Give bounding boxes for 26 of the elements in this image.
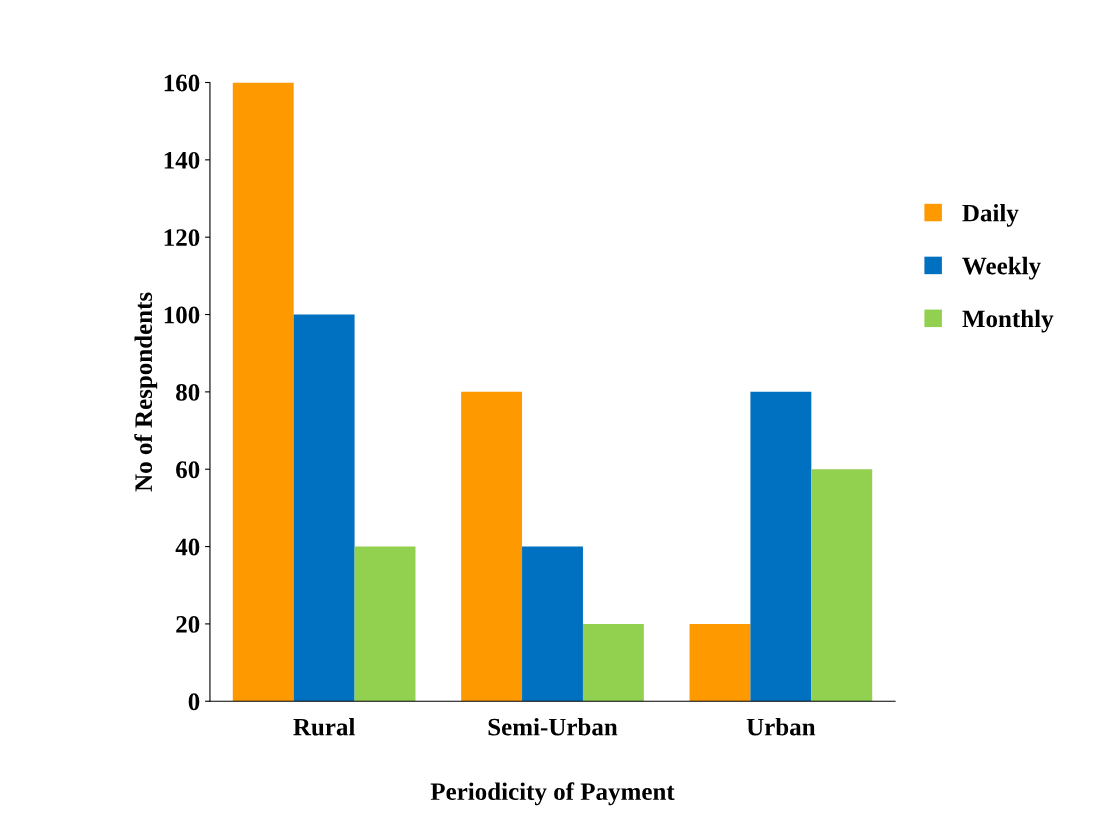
y-tick-label: 100 bbox=[164, 306, 200, 324]
x-tick-label: Rural bbox=[293, 717, 355, 736]
y-tick-label: 40 bbox=[175, 538, 200, 556]
y-tick-label: 140 bbox=[164, 151, 200, 169]
bar bbox=[522, 546, 583, 702]
bar bbox=[232, 82, 294, 702]
y-tick-label: 60 bbox=[176, 461, 200, 479]
x-tick-label: Urban bbox=[746, 717, 816, 736]
bar bbox=[582, 623, 644, 702]
bar bbox=[750, 391, 812, 702]
bar bbox=[689, 623, 751, 702]
legend-label: Weekly bbox=[962, 256, 1041, 280]
x-tick-label: Semi-Urban bbox=[488, 717, 618, 736]
bar bbox=[461, 391, 523, 702]
bar bbox=[354, 546, 416, 702]
y-tick-label: 160 bbox=[164, 74, 200, 92]
y-tick-label: 20 bbox=[176, 615, 200, 633]
bar bbox=[293, 314, 355, 702]
y-tick-label: 80 bbox=[176, 383, 200, 401]
y-axis-title: No of Respondents bbox=[134, 292, 158, 492]
bar bbox=[811, 469, 873, 702]
y-tick-label: 0 bbox=[188, 693, 200, 711]
x-axis-title: Periodicity of Payment bbox=[430, 782, 675, 806]
legend-label: Monthly bbox=[962, 309, 1054, 333]
legend-label: Daily bbox=[962, 203, 1019, 227]
y-tick-label: 120 bbox=[164, 229, 200, 247]
